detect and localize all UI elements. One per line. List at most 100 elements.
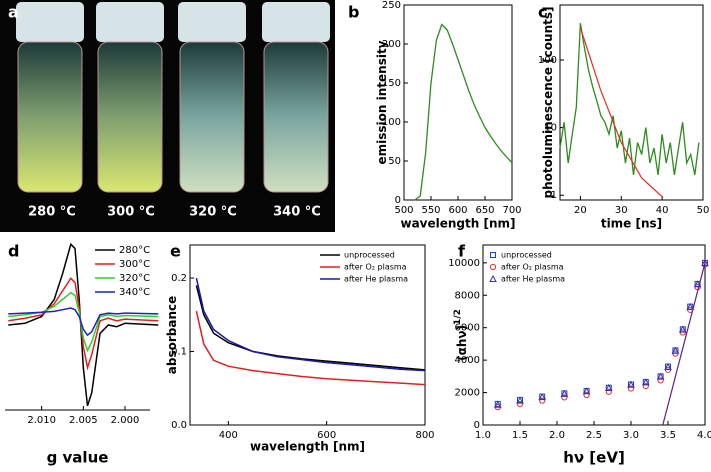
x-tick-label: 2.000 [111, 415, 140, 426]
panel-letter: e [170, 242, 181, 261]
data-line [8, 307, 159, 337]
marker [490, 252, 496, 258]
x-tick-label: 50 [697, 205, 710, 216]
plot-frame [189, 244, 426, 426]
marker [657, 377, 664, 384]
y-tick-label: 100 [538, 55, 557, 66]
legend-label: 300°C [119, 259, 150, 270]
y-tick-label: 2000 [455, 388, 480, 399]
y-tick-label: 0.2 [171, 273, 187, 284]
data-line [414, 23, 513, 201]
data-line [559, 23, 700, 176]
marker [605, 388, 612, 395]
marker [582, 387, 591, 395]
x-tick-label: 4.0 [697, 430, 711, 441]
marker [664, 362, 672, 370]
x-tick-label: 3.0 [623, 430, 639, 441]
fit-line [579, 27, 663, 198]
data-line [195, 277, 426, 372]
x-tick-label: 1.5 [512, 430, 528, 441]
plot-frame [482, 244, 706, 426]
y-tick-label: 100 [382, 117, 401, 128]
marker [641, 378, 650, 386]
data-line [195, 310, 426, 386]
y-tick-label: 0.1 [171, 347, 187, 358]
y-tick-label: 10000 [448, 258, 480, 269]
panel-letter: d [8, 242, 19, 261]
marker [560, 389, 569, 397]
y-axis-label-text: emission intensity [375, 40, 389, 164]
x-tick-label: 600 [317, 430, 336, 441]
x-tick-label: 800 [415, 430, 434, 441]
legend-label: unprocessed [344, 251, 395, 260]
panel-letter: b [348, 3, 359, 22]
x-tick-label: 2.5 [586, 430, 602, 441]
panel-letter: a [8, 3, 19, 22]
x-tick-label: 1.0 [475, 430, 491, 441]
marker [671, 346, 680, 354]
y-axis-label-text: (αhν) [455, 325, 469, 361]
y-axis-label-text: photoluminescence [counts] [541, 7, 555, 199]
marker [538, 393, 547, 401]
photo-caption: 300 °C [107, 205, 155, 220]
photo-caption: 280 °C [28, 205, 76, 220]
marker [686, 302, 695, 310]
y-tick-label: 200 [382, 39, 401, 50]
marker [604, 383, 613, 392]
y-tick-label: 0 [395, 195, 401, 206]
legend-label: 320°C [119, 273, 150, 284]
marker [489, 263, 497, 271]
y-tick-label: 1 [551, 190, 557, 201]
y-axis-label: photoluminescence [counts] [541, 7, 555, 199]
legend-label: unprocessed [501, 251, 552, 260]
y-tick-label: 250 [382, 0, 401, 11]
photo-caption: 320 °C [189, 205, 237, 220]
x-tick-label: 40 [656, 205, 669, 216]
legend-label: after He plasma [344, 275, 408, 284]
y-axis-label-sup: 1/2 [453, 309, 463, 325]
marker [656, 372, 665, 380]
marker [583, 391, 590, 399]
photo-caption: 340 °C [273, 205, 321, 220]
panel-letter: f [458, 242, 466, 261]
x-tick-label: 650 [475, 205, 494, 216]
legend-label: 340°C [119, 287, 150, 298]
x-axis-label: wavelength [nm] [400, 217, 515, 231]
x-tick-label: 700 [502, 205, 521, 216]
x-tick-label: 3.5 [660, 430, 676, 441]
x-tick-label: 550 [421, 205, 440, 216]
x-tick-label: 400 [219, 430, 238, 441]
legend-label: after O₂ plasma [501, 263, 564, 272]
x-tick-label: 30 [615, 205, 628, 216]
fit-line [662, 262, 706, 426]
legend-label: after He plasma [501, 275, 565, 284]
x-tick-label: 20 [574, 205, 587, 216]
y-axis-label: (αhν)1/2 [453, 309, 469, 361]
marker [678, 325, 687, 333]
marker [561, 394, 568, 401]
data-line [195, 285, 426, 371]
y-axis-label-text: absorbance [165, 296, 179, 374]
marker [493, 400, 502, 408]
y-tick-label: 150 [382, 78, 401, 89]
y-tick-label: 0.0 [171, 420, 187, 431]
y-axis-label: emission intensity [375, 40, 389, 164]
legend-label: 280°C [119, 245, 150, 256]
marker [516, 396, 524, 404]
y-tick-label: 6000 [455, 323, 480, 334]
x-axis-label: hν [eV] [563, 449, 625, 467]
marker [627, 385, 635, 392]
marker [516, 400, 524, 408]
x-axis-label: g value [47, 449, 109, 467]
x-tick-label: 600 [448, 205, 467, 216]
y-tick-label: 50 [388, 156, 401, 167]
x-axis-label: wavelength [nm] [250, 440, 365, 454]
marker [489, 274, 497, 282]
plot-frame [403, 4, 513, 201]
marker [701, 259, 709, 267]
plot-frame [559, 4, 704, 201]
photo: a 280 °C 300 °C 320 °C 340 °C [0, 0, 335, 232]
x-tick-label: 500 [394, 205, 413, 216]
y-axis-label: absorbance [165, 296, 179, 374]
